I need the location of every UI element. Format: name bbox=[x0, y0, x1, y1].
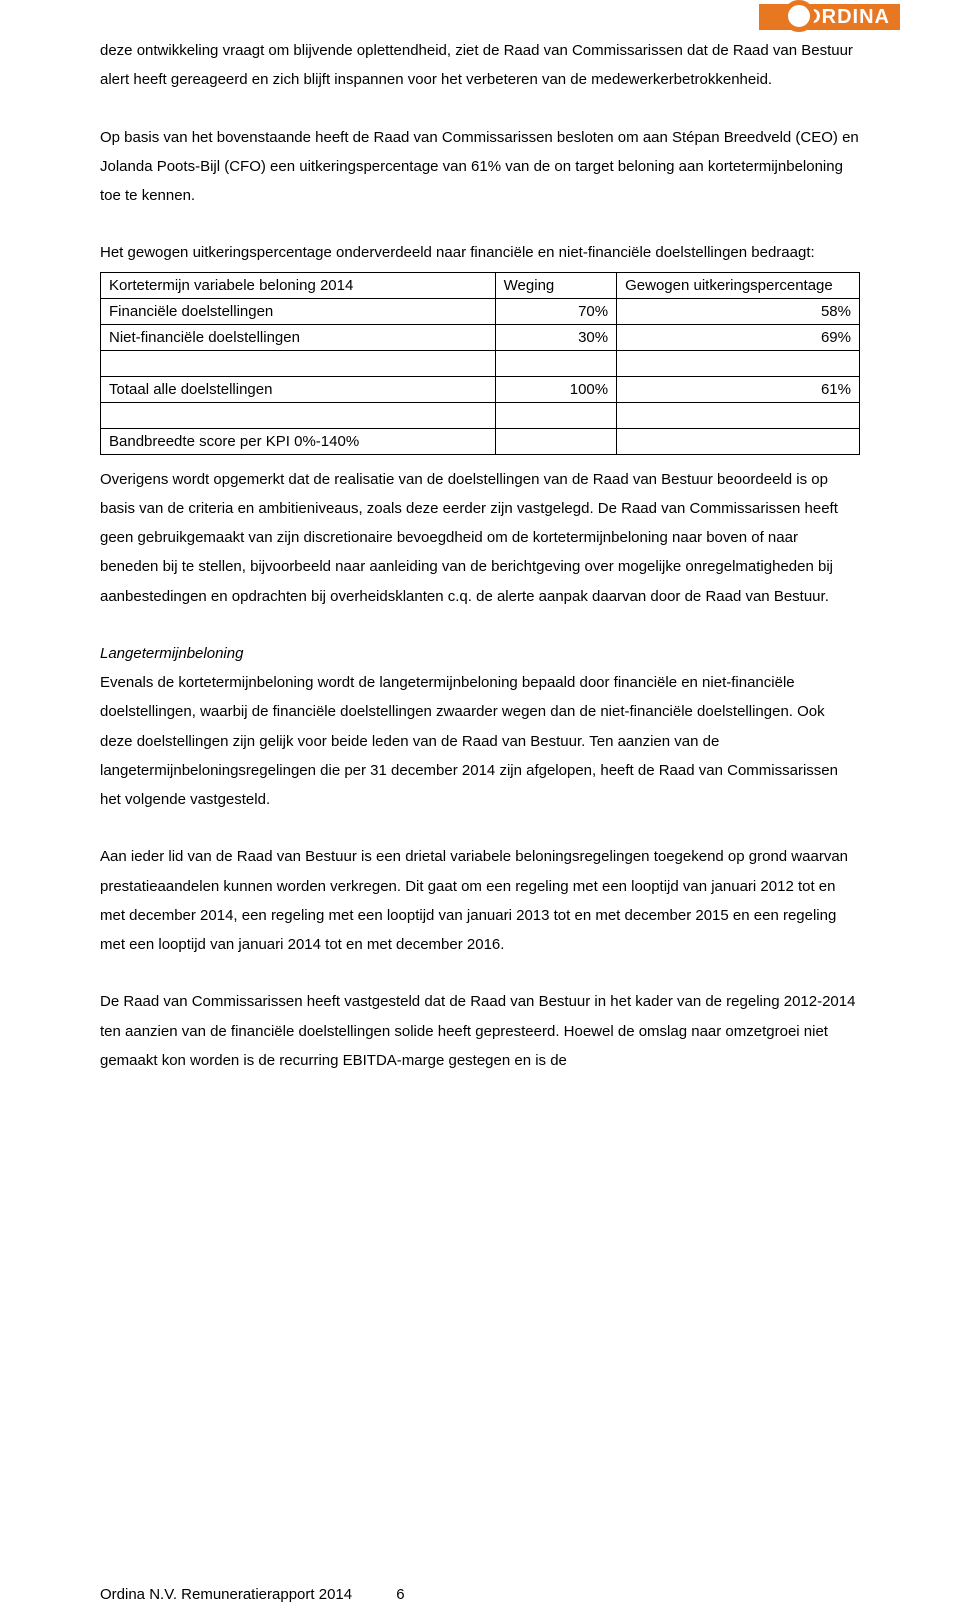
cell-payout: 58% bbox=[617, 298, 860, 324]
cell-label: Financiële doelstellingen bbox=[101, 298, 496, 324]
footer-text: Ordina N.V. Remuneratierapport 2014 bbox=[100, 1586, 352, 1603]
table-spacer-row bbox=[101, 350, 860, 376]
table-row: Niet-financiële doelstellingen 30% 69% bbox=[101, 324, 860, 350]
cell-weight: 30% bbox=[495, 324, 616, 350]
table-row: Financiële doelstellingen 70% 58% bbox=[101, 298, 860, 324]
brand-name: ORDINA bbox=[805, 6, 890, 29]
empty-cell bbox=[101, 402, 496, 428]
cell-bandwidth: Bandbreedte score per KPI 0%-140% bbox=[101, 428, 496, 454]
empty-cell bbox=[495, 350, 616, 376]
header-c2: Weging bbox=[495, 272, 616, 298]
empty-cell bbox=[617, 428, 860, 454]
cell-total-payout: 61% bbox=[617, 376, 860, 402]
logo-text: ORDINA bbox=[799, 4, 900, 30]
cell-payout: 69% bbox=[617, 324, 860, 350]
paragraph-6: Aan ieder lid van de Raad van Bestuur is… bbox=[100, 842, 860, 959]
page-footer: Ordina N.V. Remuneratierapport 2014 6 bbox=[100, 1586, 405, 1603]
header-c1: Kortetermijn variabele beloning 2014 bbox=[101, 272, 496, 298]
empty-cell bbox=[101, 350, 496, 376]
paragraph-5: Evenals de kortetermijnbeloning wordt de… bbox=[100, 674, 838, 808]
empty-cell bbox=[617, 402, 860, 428]
payout-table: Kortetermijn variabele beloning 2014 Weg… bbox=[100, 272, 860, 455]
table-bandwidth-row: Bandbreedte score per KPI 0%-140% bbox=[101, 428, 860, 454]
page-number: 6 bbox=[396, 1586, 404, 1603]
brand-logo: ORDINA bbox=[759, 4, 900, 30]
logo-o-icon bbox=[783, 0, 815, 32]
paragraph-7: De Raad van Commissarissen heeft vastges… bbox=[100, 987, 860, 1075]
cell-total-label: Totaal alle doelstellingen bbox=[101, 376, 496, 402]
table-spacer-row bbox=[101, 402, 860, 428]
table-header-row: Kortetermijn variabele beloning 2014 Weg… bbox=[101, 272, 860, 298]
section-heading-longterm: Langetermijnbeloning bbox=[100, 645, 243, 662]
empty-cell bbox=[495, 428, 616, 454]
paragraph-1: deze ontwikkeling vraagt om blijvende op… bbox=[100, 36, 860, 95]
paragraph-2: Op basis van het bovenstaande heeft de R… bbox=[100, 123, 860, 211]
document-body: deze ontwikkeling vraagt om blijvende op… bbox=[100, 0, 860, 1075]
paragraph-3: Het gewogen uitkeringspercentage onderve… bbox=[100, 238, 860, 267]
cell-total-weight: 100% bbox=[495, 376, 616, 402]
cell-label: Niet-financiële doelstellingen bbox=[101, 324, 496, 350]
paragraph-4: Overigens wordt opgemerkt dat de realisa… bbox=[100, 465, 860, 611]
empty-cell bbox=[617, 350, 860, 376]
cell-weight: 70% bbox=[495, 298, 616, 324]
paragraph-5-block: Langetermijnbeloning Evenals de korteter… bbox=[100, 639, 860, 815]
table-total-row: Totaal alle doelstellingen 100% 61% bbox=[101, 376, 860, 402]
empty-cell bbox=[495, 402, 616, 428]
header-c3: Gewogen uitkeringspercentage bbox=[617, 272, 860, 298]
